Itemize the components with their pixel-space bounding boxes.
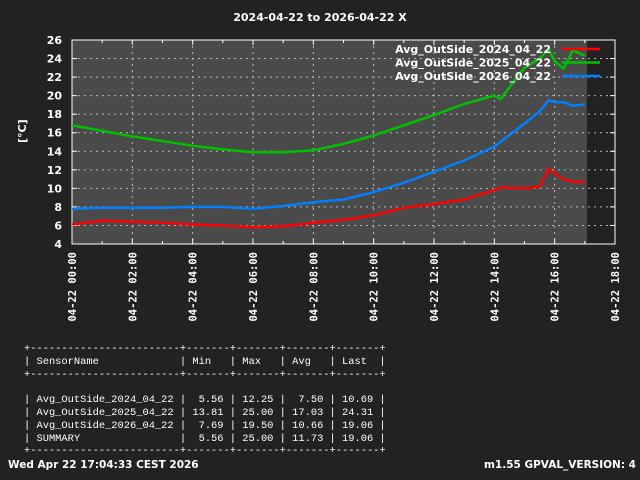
x-tick-label: 04-22 06:00 (248, 252, 260, 322)
y-tick-label: 14 (47, 145, 63, 158)
timestamp: Wed Apr 22 17:04:33 CEST 2026 (8, 459, 199, 471)
y-tick-label: 26 (47, 34, 63, 47)
x-tick-label: 04-22 10:00 (369, 252, 381, 322)
y-tick-label: 18 (47, 108, 62, 121)
x-tick-label: 04-22 04:00 (188, 252, 200, 322)
x-tick-label: 04-22 02:00 (127, 252, 139, 322)
series-line (71, 167, 585, 229)
y-tick-label: 12 (47, 164, 62, 177)
y-axis-label: [°C] (16, 119, 29, 143)
series-line (71, 48, 586, 154)
version-label: m1.55 GPVAL_VERSION: 4 (483, 459, 636, 471)
y-tick-label: 10 (47, 182, 63, 195)
x-tick-label: 04-22 14:00 (489, 252, 501, 322)
x-tick-label: 04-22 12:00 (429, 252, 441, 322)
y-tick-label: 8 (54, 201, 62, 214)
line-chart: 4 6 8 10 12 14 16 18 20 22 24 26 04-22 00:00 04-22 02… (47, 34, 622, 322)
x-tick-label: 04-22 08:00 (308, 252, 320, 322)
y-tick-label: 16 (47, 127, 63, 140)
legend-label: Avg_OutSide_2025_04_22 (395, 57, 551, 70)
chart-title: 2024-04-22 to 2026-04-22 X (233, 11, 407, 24)
y-tick-label: 22 (47, 71, 62, 84)
series-line (71, 99, 585, 211)
y-tick-label: 24 (47, 53, 63, 66)
stats-table: +------------------------+-------+------… (24, 343, 386, 458)
x-tick-label: 04-22 18:00 (610, 252, 622, 322)
legend-label: Avg_OutSide_2026_04_22 (395, 70, 551, 83)
y-tick-label: 20 (47, 90, 63, 103)
x-tick-label: 04-22 16:00 (550, 252, 562, 322)
y-tick-label: 4 (54, 238, 62, 251)
legend-label: Avg_OutSide_2024_04_22 (395, 43, 551, 56)
x-tick-label: 04-22 00:00 (67, 252, 79, 322)
y-tick-label: 6 (54, 219, 62, 232)
